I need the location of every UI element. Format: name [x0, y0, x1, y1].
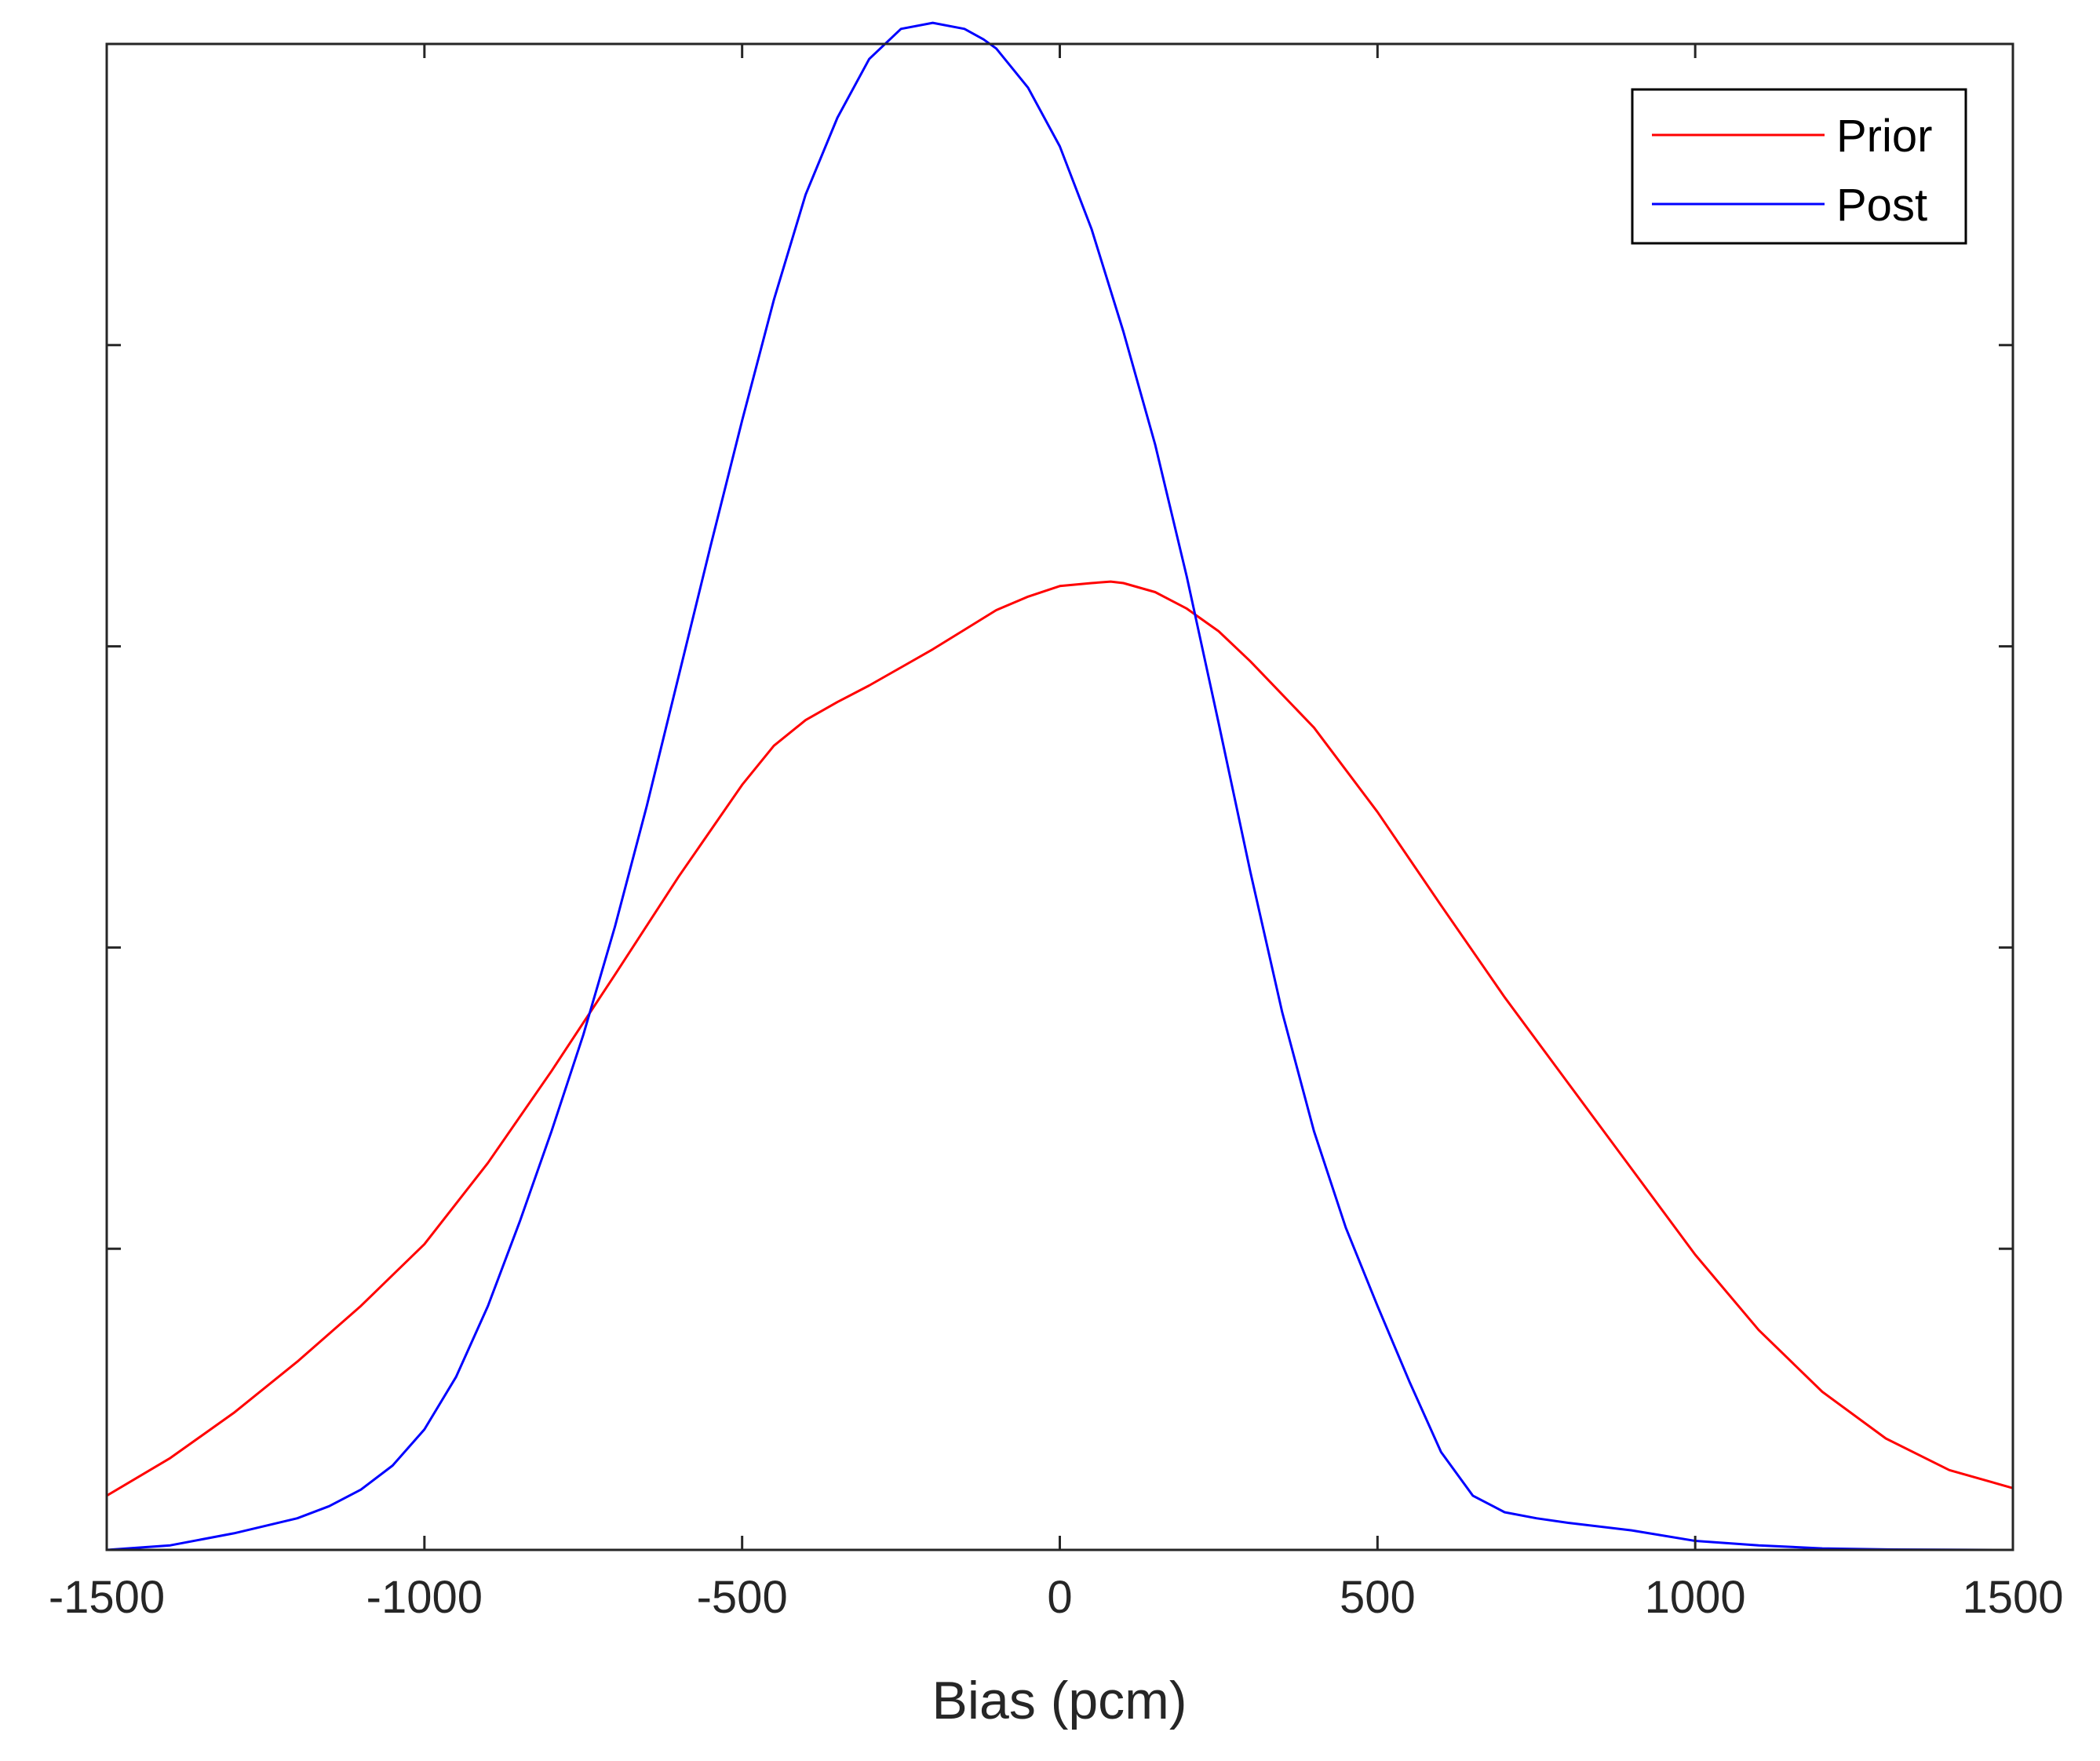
x-tick-label: -1500	[49, 1572, 165, 1623]
x-tick-label: 500	[1340, 1572, 1416, 1623]
x-tick-labels: -1500 -1000 -500 0 500 1000 1500	[49, 1572, 2064, 1623]
plot-background	[107, 44, 2013, 1550]
x-tick-label: 0	[1047, 1572, 1072, 1623]
plot-area	[107, 44, 2013, 1550]
series-line-prior	[106, 580, 2014, 1497]
x-axis-label: Bias (pcm)	[932, 1671, 1187, 1730]
x-tick-label: -500	[697, 1572, 788, 1623]
legend-label-prior: Prior	[1836, 111, 1932, 162]
series-line-post	[106, 21, 2014, 1551]
legend: Prior Post	[1631, 88, 1967, 245]
plot-border	[105, 42, 2014, 1551]
x-tick-label: 1500	[1962, 1572, 2063, 1623]
legend-box	[1631, 88, 1967, 245]
legend-label-post: Post	[1836, 180, 1927, 231]
x-tick-label: 1000	[1645, 1572, 1746, 1623]
series-layer	[106, 21, 2014, 1551]
x-tick-label: -1000	[366, 1572, 483, 1623]
